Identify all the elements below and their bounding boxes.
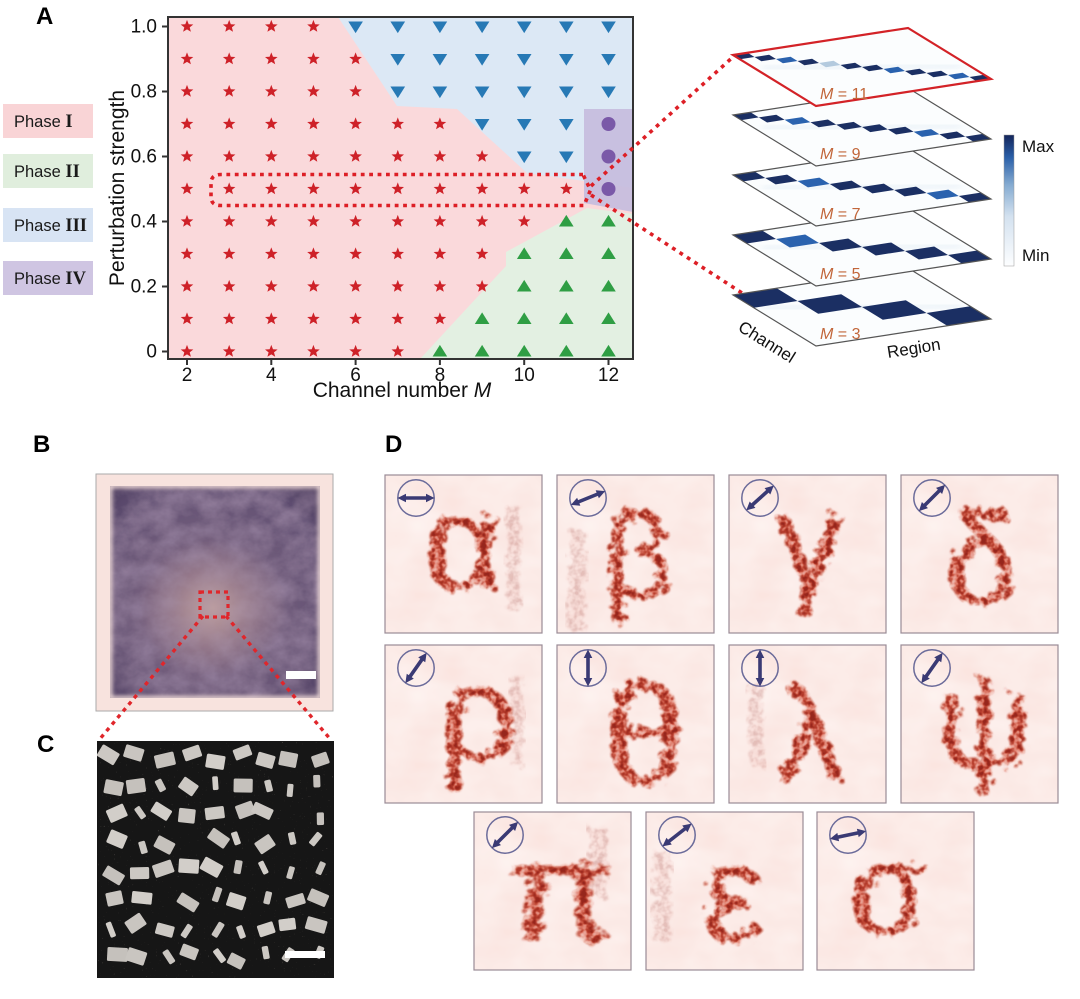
svg-text:B: B	[33, 431, 50, 458]
svg-text:M = 9: M = 9	[820, 146, 861, 163]
svg-text:ρ: ρ	[439, 637, 518, 791]
svg-text:2: 2	[182, 365, 193, 386]
svg-text:0: 0	[146, 342, 157, 363]
svg-text:8: 8	[435, 365, 446, 386]
svg-text:Channel number M: Channel number M	[313, 379, 492, 402]
svg-text:0.6: 0.6	[131, 147, 157, 168]
svg-text:Phase IV: Phase IV	[14, 269, 87, 289]
svg-text:10: 10	[514, 365, 535, 386]
svg-text:C: C	[37, 731, 54, 758]
svg-text:Perturbation strength: Perturbation strength	[106, 90, 129, 286]
svg-text:M = 3: M = 3	[820, 326, 861, 343]
svg-text:1.0: 1.0	[131, 17, 157, 38]
svg-text:δ: δ	[945, 486, 1017, 632]
svg-text:σ: σ	[848, 816, 928, 962]
svg-text:Min: Min	[1022, 246, 1049, 265]
svg-text:γ: γ	[776, 466, 844, 617]
svg-text:A: A	[36, 3, 53, 30]
svg-text:Phase I: Phase I	[14, 112, 73, 132]
svg-text:12: 12	[598, 365, 619, 386]
svg-text:π: π	[505, 813, 616, 970]
svg-text:M = 11: M = 11	[820, 86, 868, 103]
svg-text:Region: Region	[886, 335, 942, 362]
svg-text:Phase II: Phase II	[14, 162, 80, 182]
svg-text:6: 6	[350, 365, 361, 386]
svg-text:0.2: 0.2	[131, 277, 157, 298]
svg-text:D: D	[385, 431, 402, 458]
svg-text:λ: λ	[778, 662, 844, 809]
svg-text:0.8: 0.8	[131, 82, 157, 103]
svg-text:4: 4	[266, 365, 277, 386]
svg-text:θ: θ	[604, 654, 685, 816]
svg-text:β: β	[604, 489, 673, 623]
svg-text:α: α	[424, 468, 502, 619]
svg-text:ε: ε	[702, 815, 764, 972]
svg-text:ψ: ψ	[936, 645, 1032, 796]
svg-text:M = 7: M = 7	[820, 206, 861, 223]
svg-text:M = 5: M = 5	[820, 266, 861, 283]
svg-text:Phase III: Phase III	[14, 216, 87, 236]
svg-text:Max: Max	[1022, 137, 1055, 156]
svg-text:0.4: 0.4	[131, 212, 158, 233]
